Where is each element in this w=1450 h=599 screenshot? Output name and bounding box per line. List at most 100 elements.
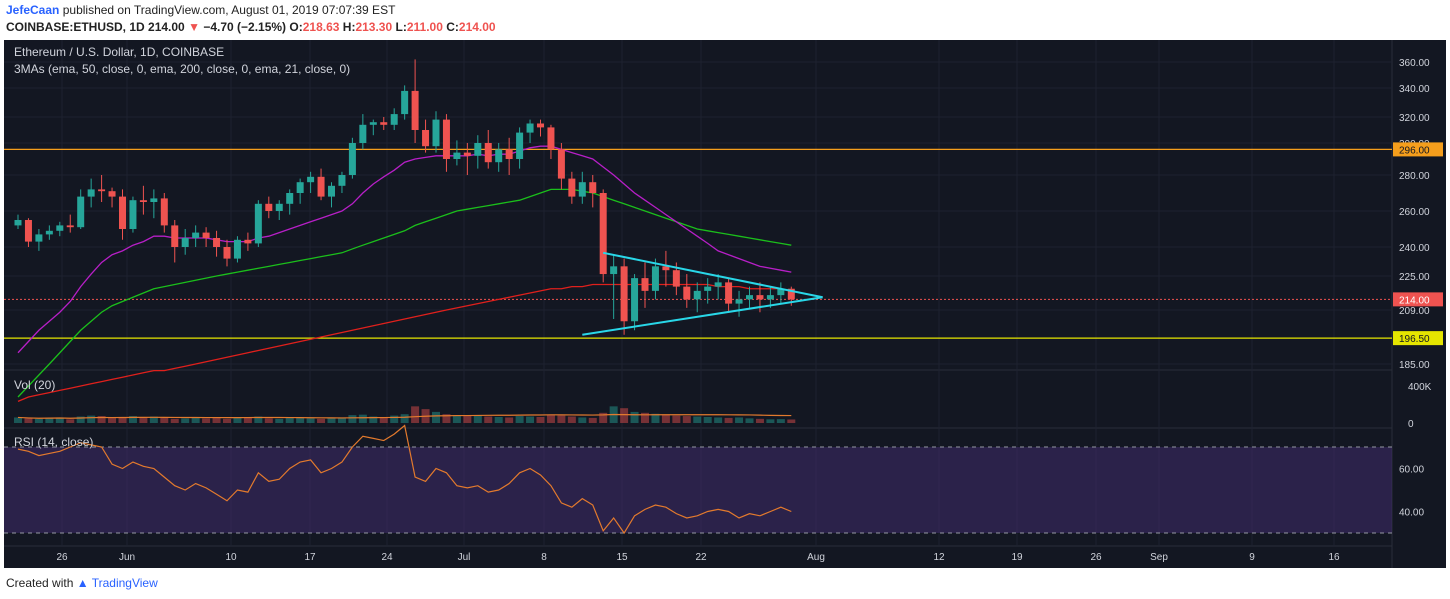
candle-body: [150, 198, 158, 202]
volume-bar: [505, 417, 514, 423]
volume-bar: [787, 419, 796, 423]
author-link[interactable]: JefeCaan: [6, 3, 60, 17]
candle-body: [568, 178, 576, 197]
candle-body: [411, 90, 419, 130]
candle-body: [160, 198, 168, 226]
volume-bar: [202, 418, 211, 423]
low-value: 211.00: [406, 20, 443, 34]
level-label-box: [1393, 142, 1443, 157]
volume-bar: [599, 412, 608, 423]
candle-body: [432, 119, 440, 147]
volume-bar: [337, 417, 346, 423]
volume-bar: [264, 418, 273, 423]
candle-body: [223, 247, 231, 259]
volume-bar: [306, 418, 315, 423]
volume-bar: [682, 416, 691, 423]
volume-bar: [181, 418, 190, 423]
publish-header: JefeCaan published on TradingView.com, A…: [0, 0, 1450, 40]
candle-body: [442, 119, 450, 159]
volume-bar: [400, 414, 409, 423]
price-chart[interactable]: 360.00340.00320.00300.00280.00260.00240.…: [4, 40, 1446, 568]
candle-body: [557, 149, 565, 179]
triangle-upper-trendline: [603, 251, 823, 299]
candle-body: [192, 232, 200, 238]
volume-bar: [411, 406, 420, 423]
volume-bar: [693, 416, 702, 423]
volume-bar: [557, 415, 566, 423]
candle-body: [275, 203, 283, 211]
candle-body: [254, 203, 262, 244]
candle-body: [422, 130, 430, 147]
last-price: 214.00: [148, 20, 185, 34]
volume-bar: [317, 418, 326, 423]
price-tick-label: 260.00: [1399, 207, 1430, 218]
price-change: −4.70 (−2.15%): [203, 20, 287, 34]
volume-bar: [212, 417, 221, 423]
volume-bar: [536, 416, 545, 423]
candle-body: [631, 278, 639, 322]
candle-body: [651, 266, 659, 291]
candle-body: [463, 152, 471, 156]
level-label-text: 296.00: [1399, 145, 1430, 156]
volume-bar: [139, 416, 148, 423]
volume-bar: [672, 415, 681, 423]
volume-label: Vol (20): [14, 378, 55, 392]
volume-bar: [620, 408, 629, 423]
level-label-box: [1393, 331, 1443, 346]
candle-body: [307, 176, 315, 183]
x-tick-label: 22: [695, 552, 707, 563]
volume-bar: [745, 418, 754, 423]
footer: Created with ▲ TradingView: [6, 576, 158, 590]
close-label: C:: [446, 20, 459, 34]
x-tick-label: 26: [1090, 552, 1102, 563]
candle-body: [348, 143, 356, 175]
chart-container[interactable]: 360.00340.00320.00300.00280.00260.00240.…: [4, 40, 1446, 568]
ema50-line: [17, 188, 792, 398]
volume-bar: [724, 417, 733, 423]
candle-body: [14, 220, 22, 226]
price-tick-label: 240.00: [1399, 243, 1430, 254]
candle-body: [66, 225, 74, 228]
candlesticks: [14, 59, 795, 335]
volume-bar: [348, 415, 357, 423]
volume-bar: [661, 414, 670, 423]
volume-bar: [442, 414, 451, 423]
volume-bar: [494, 416, 503, 423]
x-tick-label: 16: [1328, 552, 1340, 563]
candle-body: [516, 132, 524, 159]
volume-bar: [14, 417, 22, 423]
tradingview-brand[interactable]: TradingView: [91, 576, 158, 590]
price-tick-label: 209.00: [1399, 306, 1430, 317]
volume-bar: [55, 417, 64, 423]
candle-body: [139, 200, 147, 202]
price-tick-label: 225.00: [1399, 272, 1430, 283]
x-tick-label: Aug: [807, 552, 825, 563]
candle-body: [725, 282, 733, 304]
volume-bar: [87, 415, 96, 423]
candle-body: [119, 196, 126, 229]
price-tick-label: 360.00: [1399, 58, 1430, 69]
candle-body: [87, 189, 95, 197]
x-tick-label: 12: [933, 552, 945, 563]
tradingview-logo-icon[interactable]: ▲: [76, 576, 89, 590]
volume-bar: [128, 416, 137, 423]
candle-body: [589, 182, 597, 193]
x-tick-label: 26: [56, 552, 68, 563]
volume-bar: [296, 417, 305, 423]
volume-bar: [45, 417, 54, 423]
candle-body: [369, 122, 377, 125]
open-value: 218.63: [302, 20, 340, 34]
volume-bar: [108, 417, 117, 423]
volume-tick-label: 0: [1408, 419, 1414, 430]
x-tick-label: 24: [381, 552, 393, 563]
candle-body: [380, 122, 388, 125]
volume-bar: [578, 417, 587, 423]
volume-bar: [567, 416, 576, 423]
candle-body: [328, 185, 335, 197]
rsi-tick-label: 60.00: [1399, 465, 1424, 476]
candle-body: [35, 234, 43, 242]
high-label: H:: [342, 20, 356, 34]
ohlc-line: COINBASE:ETHUSD, 1D 214.00 ▼ −4.70 (−2.1…: [6, 20, 496, 34]
last-price-label-box: [1393, 292, 1443, 307]
candle-body: [787, 288, 795, 300]
